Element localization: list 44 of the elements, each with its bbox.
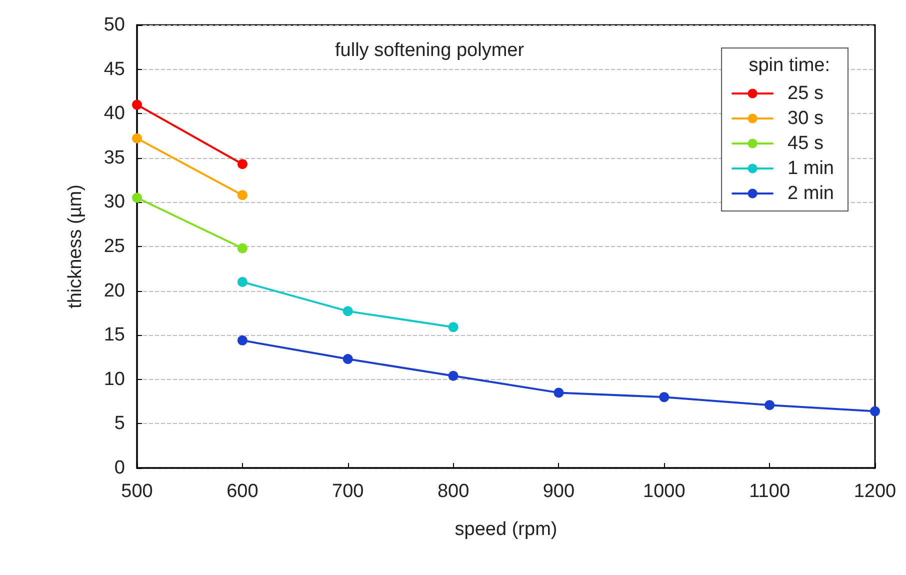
legend-label: 1 min bbox=[788, 158, 834, 179]
legend-label: 2 min bbox=[788, 183, 834, 204]
point bbox=[342, 354, 353, 364]
x-tick-label: 700 bbox=[332, 481, 364, 502]
point bbox=[132, 100, 142, 110]
y-tick-label: 5 bbox=[114, 413, 125, 434]
point bbox=[237, 159, 248, 170]
legend-label: 30 s bbox=[788, 108, 824, 129]
y-tick-label: 30 bbox=[104, 192, 125, 213]
y-tick-label: 10 bbox=[104, 368, 125, 390]
point bbox=[764, 400, 775, 410]
y-tick-label: 0 bbox=[114, 458, 125, 478]
point bbox=[870, 406, 880, 416]
y-tick-label: 40 bbox=[104, 103, 125, 124]
point bbox=[237, 276, 248, 287]
y-axis-title: thickness (µm) bbox=[65, 184, 86, 308]
x-tick-label: 600 bbox=[226, 481, 258, 502]
x-tick-label: 1200 bbox=[854, 481, 896, 502]
legend-title: spin time: bbox=[748, 55, 830, 76]
y-tick-label: 35 bbox=[104, 147, 125, 168]
y-tick-label: 20 bbox=[104, 280, 125, 302]
x-tick-label: 1000 bbox=[643, 481, 686, 502]
legend-label: 45 s bbox=[788, 133, 824, 154]
point bbox=[237, 190, 248, 200]
point bbox=[132, 133, 142, 144]
point bbox=[237, 243, 248, 254]
x-tick-label: 1100 bbox=[749, 481, 790, 502]
x-axis-title: speed (rpm) bbox=[454, 519, 558, 540]
text: fully softening polymer bbox=[335, 40, 525, 61]
x-tick-label: 500 bbox=[121, 481, 153, 502]
y-tick-label: 50 bbox=[104, 14, 125, 36]
point bbox=[554, 388, 564, 398]
legend-label: 25 s bbox=[788, 83, 824, 104]
point bbox=[448, 322, 458, 332]
x-tick-label: 800 bbox=[437, 481, 470, 502]
y-tick-label: 25 bbox=[104, 236, 125, 257]
point bbox=[342, 306, 353, 316]
point bbox=[448, 370, 458, 381]
y-tick-label: 15 bbox=[104, 324, 125, 346]
point bbox=[659, 392, 670, 402]
y-tick-label: 45 bbox=[104, 58, 125, 80]
point bbox=[132, 192, 142, 203]
point bbox=[237, 335, 248, 346]
x-tick-label: 900 bbox=[542, 481, 575, 502]
